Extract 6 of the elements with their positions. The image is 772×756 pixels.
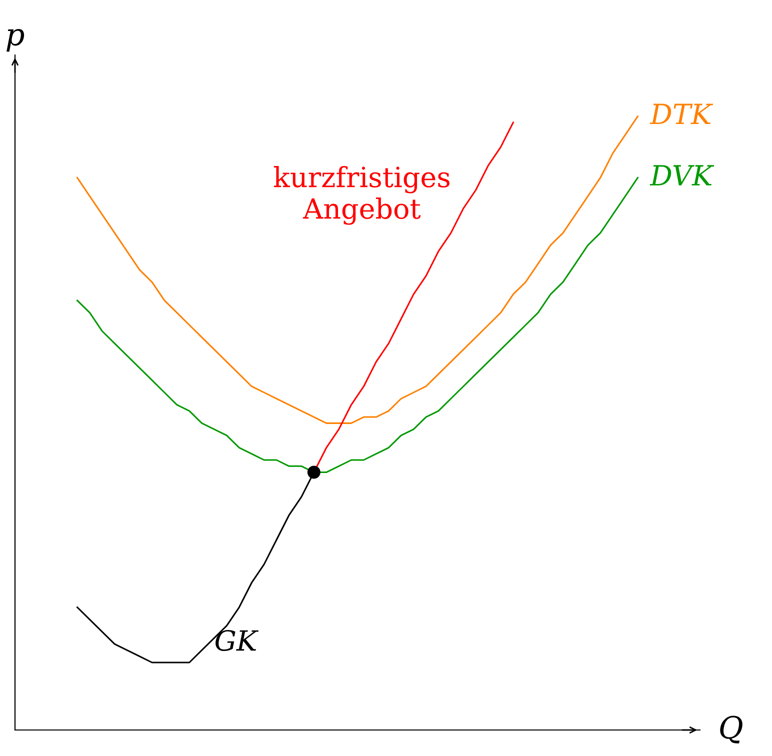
series-label: DTK (650, 104, 714, 124)
series-label: DVK (650, 165, 714, 186)
series-label: kurzfristiges Angebot (274, 166, 450, 225)
series-label: GK (216, 630, 259, 651)
y-axis-title: p (6, 28, 24, 52)
x-axis-title: Q (720, 716, 742, 744)
